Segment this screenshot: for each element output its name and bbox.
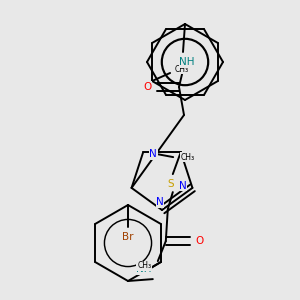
Text: N: N [149, 149, 157, 159]
Text: CH₃: CH₃ [175, 64, 189, 74]
Text: O: O [143, 82, 151, 92]
Text: CH₃: CH₃ [180, 153, 194, 162]
Text: S: S [167, 179, 174, 189]
Text: Br: Br [122, 232, 134, 242]
Text: NH: NH [136, 264, 152, 274]
Text: N: N [178, 181, 186, 191]
Text: O: O [196, 236, 204, 246]
Text: CH₃: CH₃ [138, 262, 152, 271]
Text: N: N [156, 197, 164, 207]
Text: NH: NH [179, 57, 195, 67]
